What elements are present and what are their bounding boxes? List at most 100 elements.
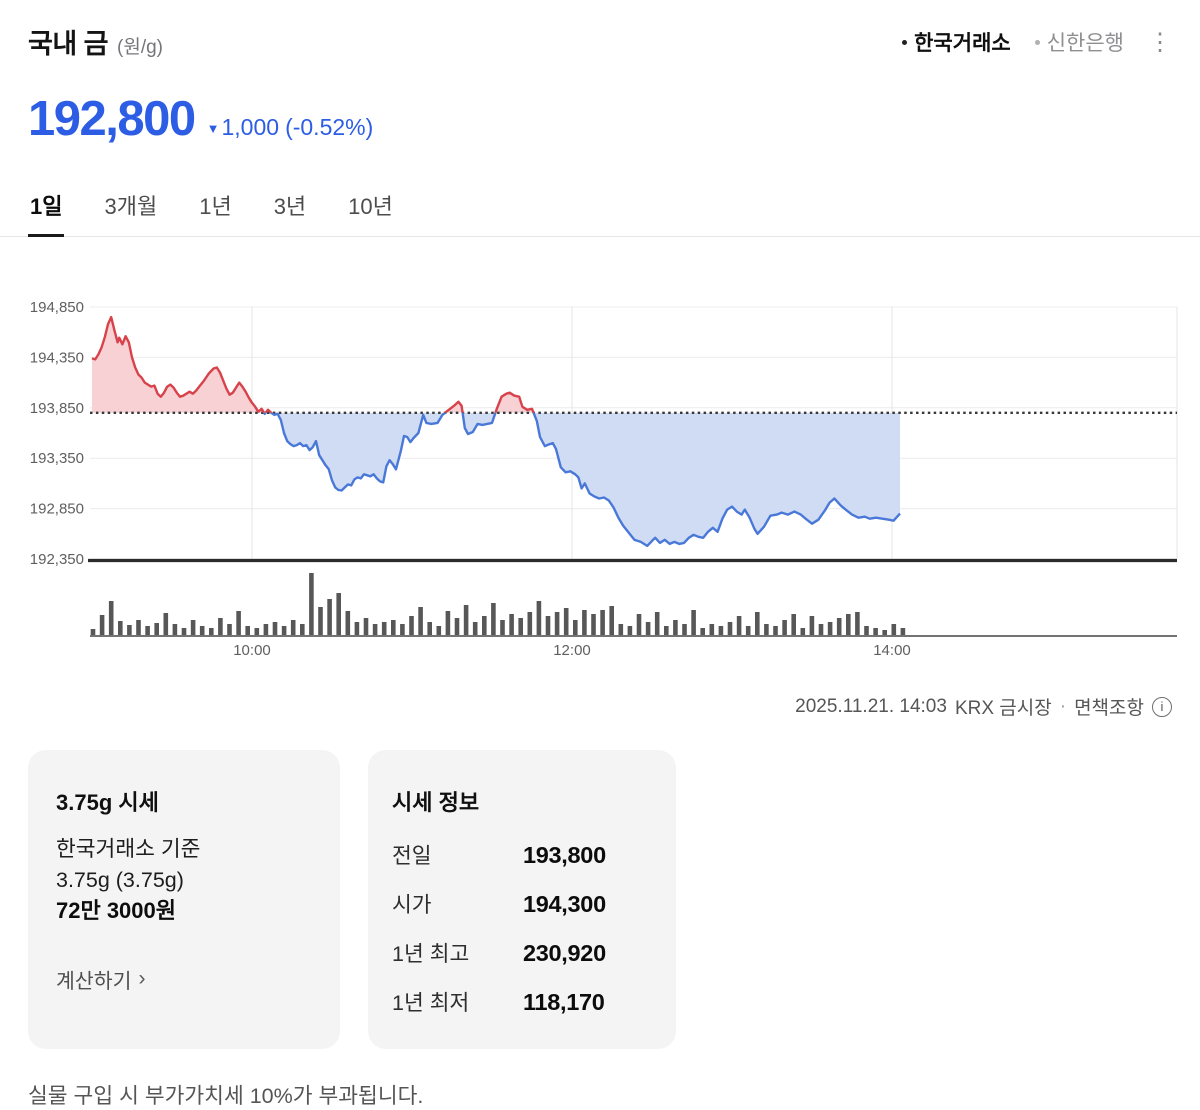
volume-bar bbox=[209, 628, 214, 635]
price-chart[interactable]: 194,850 194,350 193,850 193,350 192,850 192,3… bbox=[0, 287, 1200, 677]
volume-bar bbox=[363, 618, 369, 635]
volume-bar bbox=[509, 614, 514, 635]
chevron-right-icon: › bbox=[138, 967, 146, 991]
volume-bar bbox=[764, 624, 769, 635]
volume-bar bbox=[563, 608, 569, 635]
volume-bar bbox=[354, 622, 360, 635]
volume-bar bbox=[454, 618, 460, 635]
volume-bar bbox=[736, 616, 742, 635]
current-price: 192,800 bbox=[28, 92, 196, 146]
volume-bar bbox=[472, 622, 478, 635]
source-switcher: 한국거래소 신한은행 ⋮ bbox=[902, 22, 1172, 57]
volume-bar bbox=[181, 628, 187, 635]
market-info-rows: 전일 193,800 시가 194,300 1년 최고 230,920 1년 최… bbox=[392, 839, 656, 1017]
info-value: 193,800 bbox=[523, 842, 606, 868]
summary-cards: 3.75g 시세 한국거래소 기준 3.75g (3.75g) 72만 3000… bbox=[0, 750, 1200, 1049]
volume-bar bbox=[855, 612, 860, 635]
volume-bar bbox=[700, 628, 705, 635]
y-axis-label: 194,850 bbox=[30, 299, 84, 316]
tab-1day[interactable]: 1일 bbox=[28, 183, 65, 237]
volume-bar bbox=[236, 611, 241, 635]
volume-bar bbox=[645, 622, 651, 635]
volume-bar bbox=[636, 614, 642, 635]
volume-bar bbox=[627, 626, 633, 635]
tab-1year[interactable]: 1년 bbox=[199, 194, 232, 219]
x-axis-label: 10:00 bbox=[233, 642, 271, 659]
quote-price: 72만 3000원 bbox=[56, 898, 177, 924]
calculate-link[interactable]: 계산하기 › bbox=[56, 964, 312, 994]
price-change: ▼ 1,000 (-0.52%) bbox=[207, 114, 374, 141]
volume-bar bbox=[800, 628, 806, 635]
price-chart-svg[interactable]: 194,850 194,350 193,850 193,350 192,850 192,3… bbox=[0, 287, 1200, 672]
volume-bar bbox=[755, 612, 760, 635]
volume-bar bbox=[873, 628, 878, 635]
volume-bar bbox=[227, 624, 232, 635]
volume-bar bbox=[527, 612, 533, 635]
timestamp: 2025.11.21. 14:03 bbox=[795, 695, 947, 717]
info-label: 1년 최저 bbox=[392, 991, 470, 1015]
volume-bar bbox=[882, 630, 887, 635]
more-menu-icon[interactable]: ⋮ bbox=[1148, 29, 1172, 56]
volume-bar bbox=[545, 616, 551, 635]
price-unit-label: (원/g) bbox=[117, 37, 164, 58]
quote-weight: 3.75g (3.75g) bbox=[56, 867, 184, 892]
volume-bar bbox=[345, 611, 351, 635]
volume-bar bbox=[864, 626, 869, 635]
volume-bar bbox=[618, 624, 624, 635]
volume-bar bbox=[554, 612, 560, 635]
volume-bar bbox=[591, 614, 596, 635]
volume-bar bbox=[118, 621, 123, 635]
volume-bar bbox=[409, 616, 414, 635]
volume-bar bbox=[709, 624, 715, 635]
source-krx[interactable]: 한국거래소 bbox=[902, 27, 1011, 57]
info-label: 전일 bbox=[392, 844, 432, 868]
info-icon[interactable]: i bbox=[1152, 696, 1172, 717]
disclaimer-link[interactable]: 면책조항 bbox=[1074, 698, 1144, 719]
tab-3years[interactable]: 3년 bbox=[273, 194, 307, 219]
volume-bar bbox=[600, 610, 605, 635]
y-axis-label: 193,850 bbox=[30, 400, 84, 417]
volume-bar bbox=[654, 612, 660, 635]
x-axis-label: 14:00 bbox=[873, 642, 911, 659]
tab-10years[interactable]: 10년 bbox=[348, 194, 393, 219]
volume-bar bbox=[281, 626, 287, 635]
volume-bar bbox=[745, 626, 751, 635]
tab-3months[interactable]: 3개월 bbox=[104, 194, 158, 219]
volume-bar bbox=[309, 573, 314, 635]
volume-bar bbox=[99, 615, 105, 635]
unit-price-card: 3.75g 시세 한국거래소 기준 3.75g (3.75g) 72만 3000… bbox=[28, 750, 340, 1049]
source-shinhan[interactable]: 신한은행 bbox=[1034, 27, 1124, 57]
volume-bar bbox=[900, 628, 906, 635]
volume-bar bbox=[609, 606, 614, 635]
volume-bar bbox=[518, 618, 523, 635]
info-value: 230,920 bbox=[523, 940, 606, 966]
volume-bar bbox=[691, 610, 696, 635]
volume-bar bbox=[372, 624, 378, 635]
page-title: 국내 금 bbox=[28, 29, 109, 59]
info-row-year-low: 1년 최저 118,170 bbox=[392, 986, 656, 1017]
chart-meta-row: 2025.11.21. 14:03 KRX 금시장 · 면책조항 i bbox=[0, 693, 1200, 720]
volume-bar bbox=[108, 601, 114, 635]
volume-bar bbox=[573, 620, 578, 635]
price-line-down bbox=[257, 412, 901, 548]
volume-bar bbox=[163, 613, 169, 635]
volume-bar bbox=[436, 626, 442, 635]
volume-bar bbox=[145, 626, 150, 635]
volume-bar bbox=[327, 599, 332, 635]
market-info-card: 시세 정보 전일 193,800 시가 194,300 1년 최고 230,92… bbox=[368, 750, 676, 1049]
volume-bar bbox=[891, 624, 897, 635]
volume-bar bbox=[536, 601, 542, 635]
info-row-open: 시가 194,300 bbox=[392, 888, 656, 919]
title-wrap: 국내 금 (원/g) bbox=[28, 22, 163, 61]
y-axis-label: 193,350 bbox=[30, 450, 84, 467]
volume-bar bbox=[290, 620, 296, 635]
volume-bar bbox=[199, 626, 205, 635]
area-below-baseline bbox=[264, 412, 900, 546]
volume-bar bbox=[773, 626, 778, 635]
volume-bar bbox=[245, 626, 250, 635]
volume-bar bbox=[427, 622, 432, 635]
volume-bar bbox=[127, 625, 132, 635]
volume-bar bbox=[846, 614, 851, 635]
volume-bar bbox=[90, 629, 96, 635]
